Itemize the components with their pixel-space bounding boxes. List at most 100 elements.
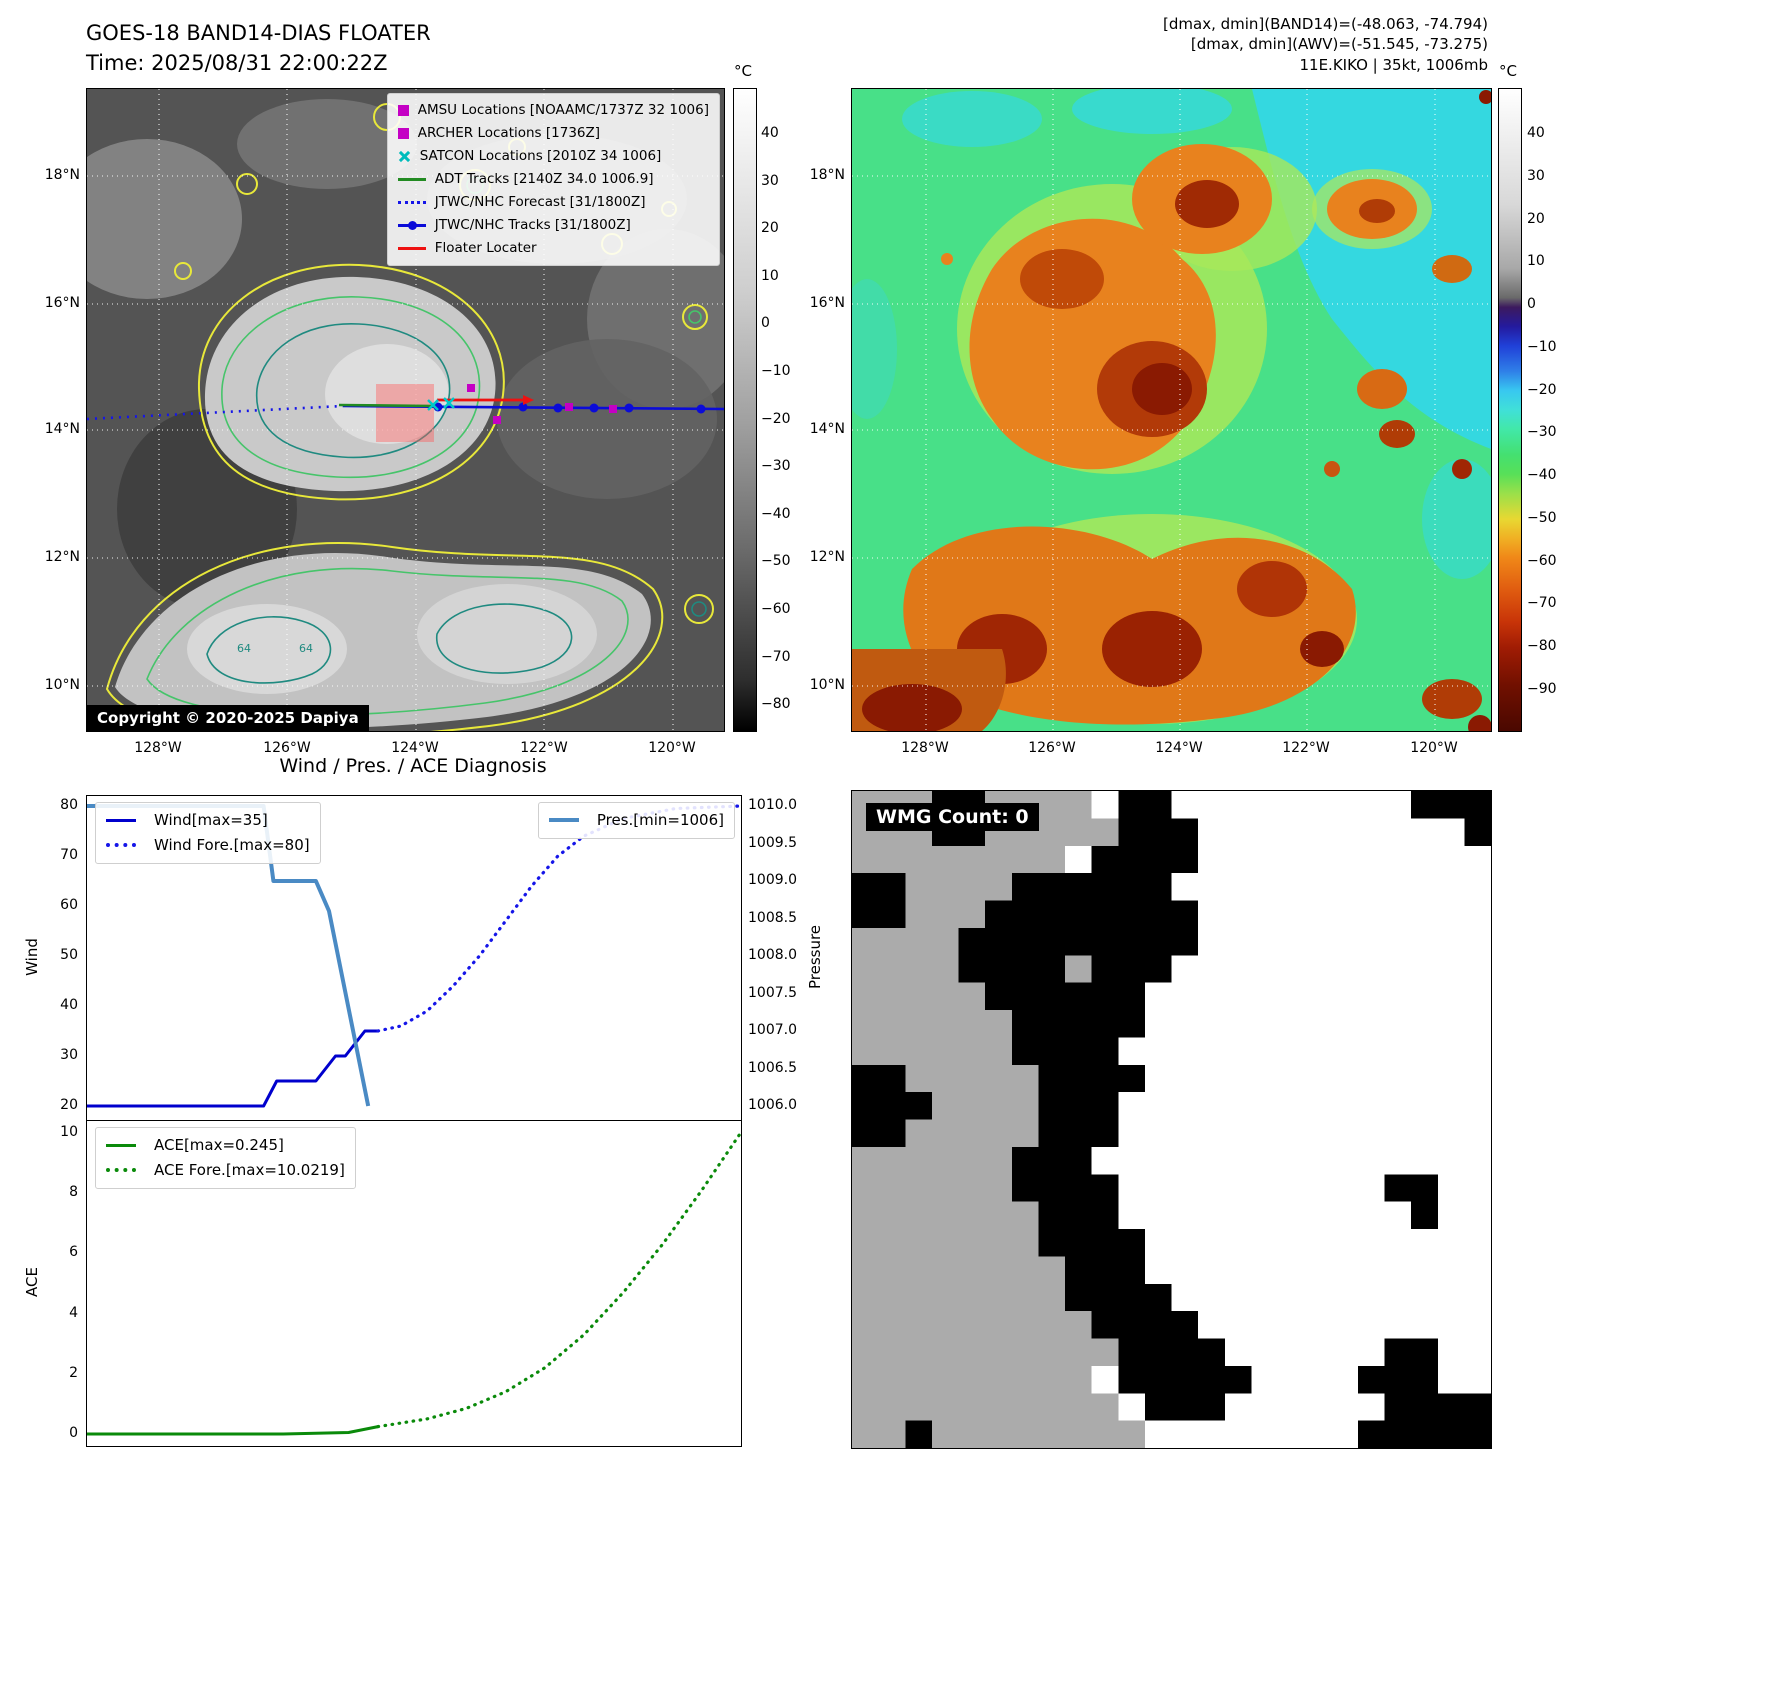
pressure-legend: Pres.[min=1006] — [537, 802, 735, 839]
wmg-cell — [1278, 927, 1306, 956]
wmg-cell — [878, 927, 906, 956]
pressure-tick-label: 1006.5 — [748, 1059, 797, 1076]
wmg-cell — [1357, 1010, 1386, 1038]
wmg-cell — [1437, 955, 1465, 984]
wmg-cell — [1304, 900, 1332, 929]
wmg-cell — [958, 1365, 986, 1394]
floater-line-icon — [397, 246, 426, 250]
wmg-cell — [1278, 1174, 1306, 1203]
wmg-cell — [1304, 1119, 1332, 1148]
wmg-cell — [1198, 927, 1226, 956]
wmg-cell — [1171, 791, 1199, 819]
wmg-cell — [1144, 1229, 1173, 1257]
wmg-cell — [878, 955, 906, 984]
wmg-cell — [1118, 927, 1146, 956]
wmg-cell — [1304, 955, 1332, 984]
map2-lon-tick-label: 120°W — [1410, 740, 1458, 756]
wmg-cell — [985, 1037, 1013, 1066]
wmg-cell — [1464, 1256, 1492, 1285]
wmg-cell — [878, 1174, 906, 1203]
wmg-cell — [1304, 818, 1332, 847]
wmg-cell — [1437, 1229, 1465, 1257]
wmg-cell — [1144, 1311, 1173, 1340]
wmg-cell — [1437, 1092, 1465, 1121]
wmg-cell — [878, 1119, 906, 1148]
wmg-cell — [1331, 1420, 1359, 1449]
wmg-cell — [1357, 1311, 1386, 1340]
wmg-cell — [1224, 1393, 1252, 1422]
wmg-cell — [1091, 1010, 1119, 1038]
wmg-cell — [1331, 1174, 1359, 1203]
wmg-cell — [1091, 900, 1119, 929]
wmg-cell — [985, 1119, 1013, 1148]
wmg-cell — [1357, 1146, 1386, 1175]
legend-label: JTWC/NHC Forecast [31/1800Z] — [434, 193, 646, 210]
wmg-cell — [1278, 1229, 1306, 1257]
legend-label: SATCON Locations [2010Z 34 1006] — [419, 147, 662, 164]
map1-lat-tick-label: 12°N — [44, 549, 80, 565]
colorbar1-tick-label: 10 — [761, 267, 779, 284]
wmg-cell — [1224, 1256, 1252, 1285]
wmg-cell — [931, 1201, 960, 1230]
wmg-cell — [958, 1283, 986, 1312]
wmg-cell — [878, 1311, 906, 1340]
colorbar1-tick-label: −10 — [761, 363, 791, 379]
satcon-markers — [427, 397, 455, 411]
map1-lat-tick-label: 16°N — [44, 295, 80, 311]
wmg-cell — [1251, 1365, 1279, 1394]
wmg-cell — [958, 845, 986, 874]
wmg-cell — [1304, 1146, 1332, 1175]
wmg-cell — [1011, 1283, 1039, 1312]
wmg-cell — [905, 1365, 933, 1394]
wmg-cell — [1464, 982, 1492, 1011]
wmg-cell — [1224, 1064, 1252, 1093]
wmg-cell — [931, 1420, 960, 1449]
wmg-cell — [931, 1283, 960, 1312]
ace-chart: ACE[max=0.245] ACE Fore.[max=10.0219] — [86, 1120, 743, 1447]
series-ACE Fore.[max=10.0219] — [376, 1130, 743, 1429]
wmg-cell — [905, 1146, 933, 1175]
wmg-cell — [1198, 1311, 1226, 1340]
wmg-cell — [1038, 1064, 1066, 1093]
wmg-cell — [1065, 1064, 1093, 1093]
wmg-cell — [958, 900, 986, 929]
wmg-cell — [1278, 1393, 1306, 1422]
wmg-cell — [905, 1283, 933, 1312]
wmg-cell — [852, 982, 880, 1011]
wmg-cell — [1437, 845, 1465, 874]
wmg-cell — [878, 1146, 906, 1175]
wmg-cell — [985, 1338, 1013, 1367]
wmg-cell — [905, 900, 933, 929]
wmg-cell — [1357, 1064, 1386, 1093]
wmg-cell — [1357, 1037, 1386, 1066]
wmg-cell — [1144, 955, 1173, 984]
wmg-cell — [852, 845, 880, 874]
enhanced-ir-map — [837, 84, 1502, 739]
wmg-cell — [1144, 982, 1173, 1011]
wmg-cell — [1091, 818, 1119, 847]
wmg-cell — [1171, 1037, 1199, 1066]
wmg-cell — [1224, 791, 1252, 819]
wmg-cell — [1304, 1393, 1332, 1422]
wmg-cell — [1118, 1420, 1146, 1449]
wmg-cell — [1144, 1010, 1173, 1038]
wmg-cell — [958, 1420, 986, 1449]
wmg-cell — [1357, 1119, 1386, 1148]
cloud-texture — [52, 99, 747, 729]
wmg-cell — [852, 1311, 880, 1340]
wmg-cell — [1038, 955, 1066, 984]
wmg-cell — [958, 927, 986, 956]
wmg-cell — [878, 1037, 906, 1066]
wmg-panel: WMG Count: 0 — [851, 790, 1492, 1449]
wmg-cell — [1384, 1311, 1412, 1340]
wmg-cell — [931, 900, 960, 929]
wmg-cell — [1198, 791, 1226, 819]
satcon-x-icon — [398, 150, 411, 163]
wmg-cell — [1384, 1146, 1412, 1175]
wmg-cell — [1118, 900, 1146, 929]
wmg-cell — [905, 1393, 933, 1422]
wmg-cell — [1357, 1420, 1386, 1449]
wmg-cell — [1171, 1365, 1199, 1394]
colorbar2-tick-label: −10 — [1527, 338, 1557, 355]
wmg-cell — [1411, 1338, 1439, 1367]
